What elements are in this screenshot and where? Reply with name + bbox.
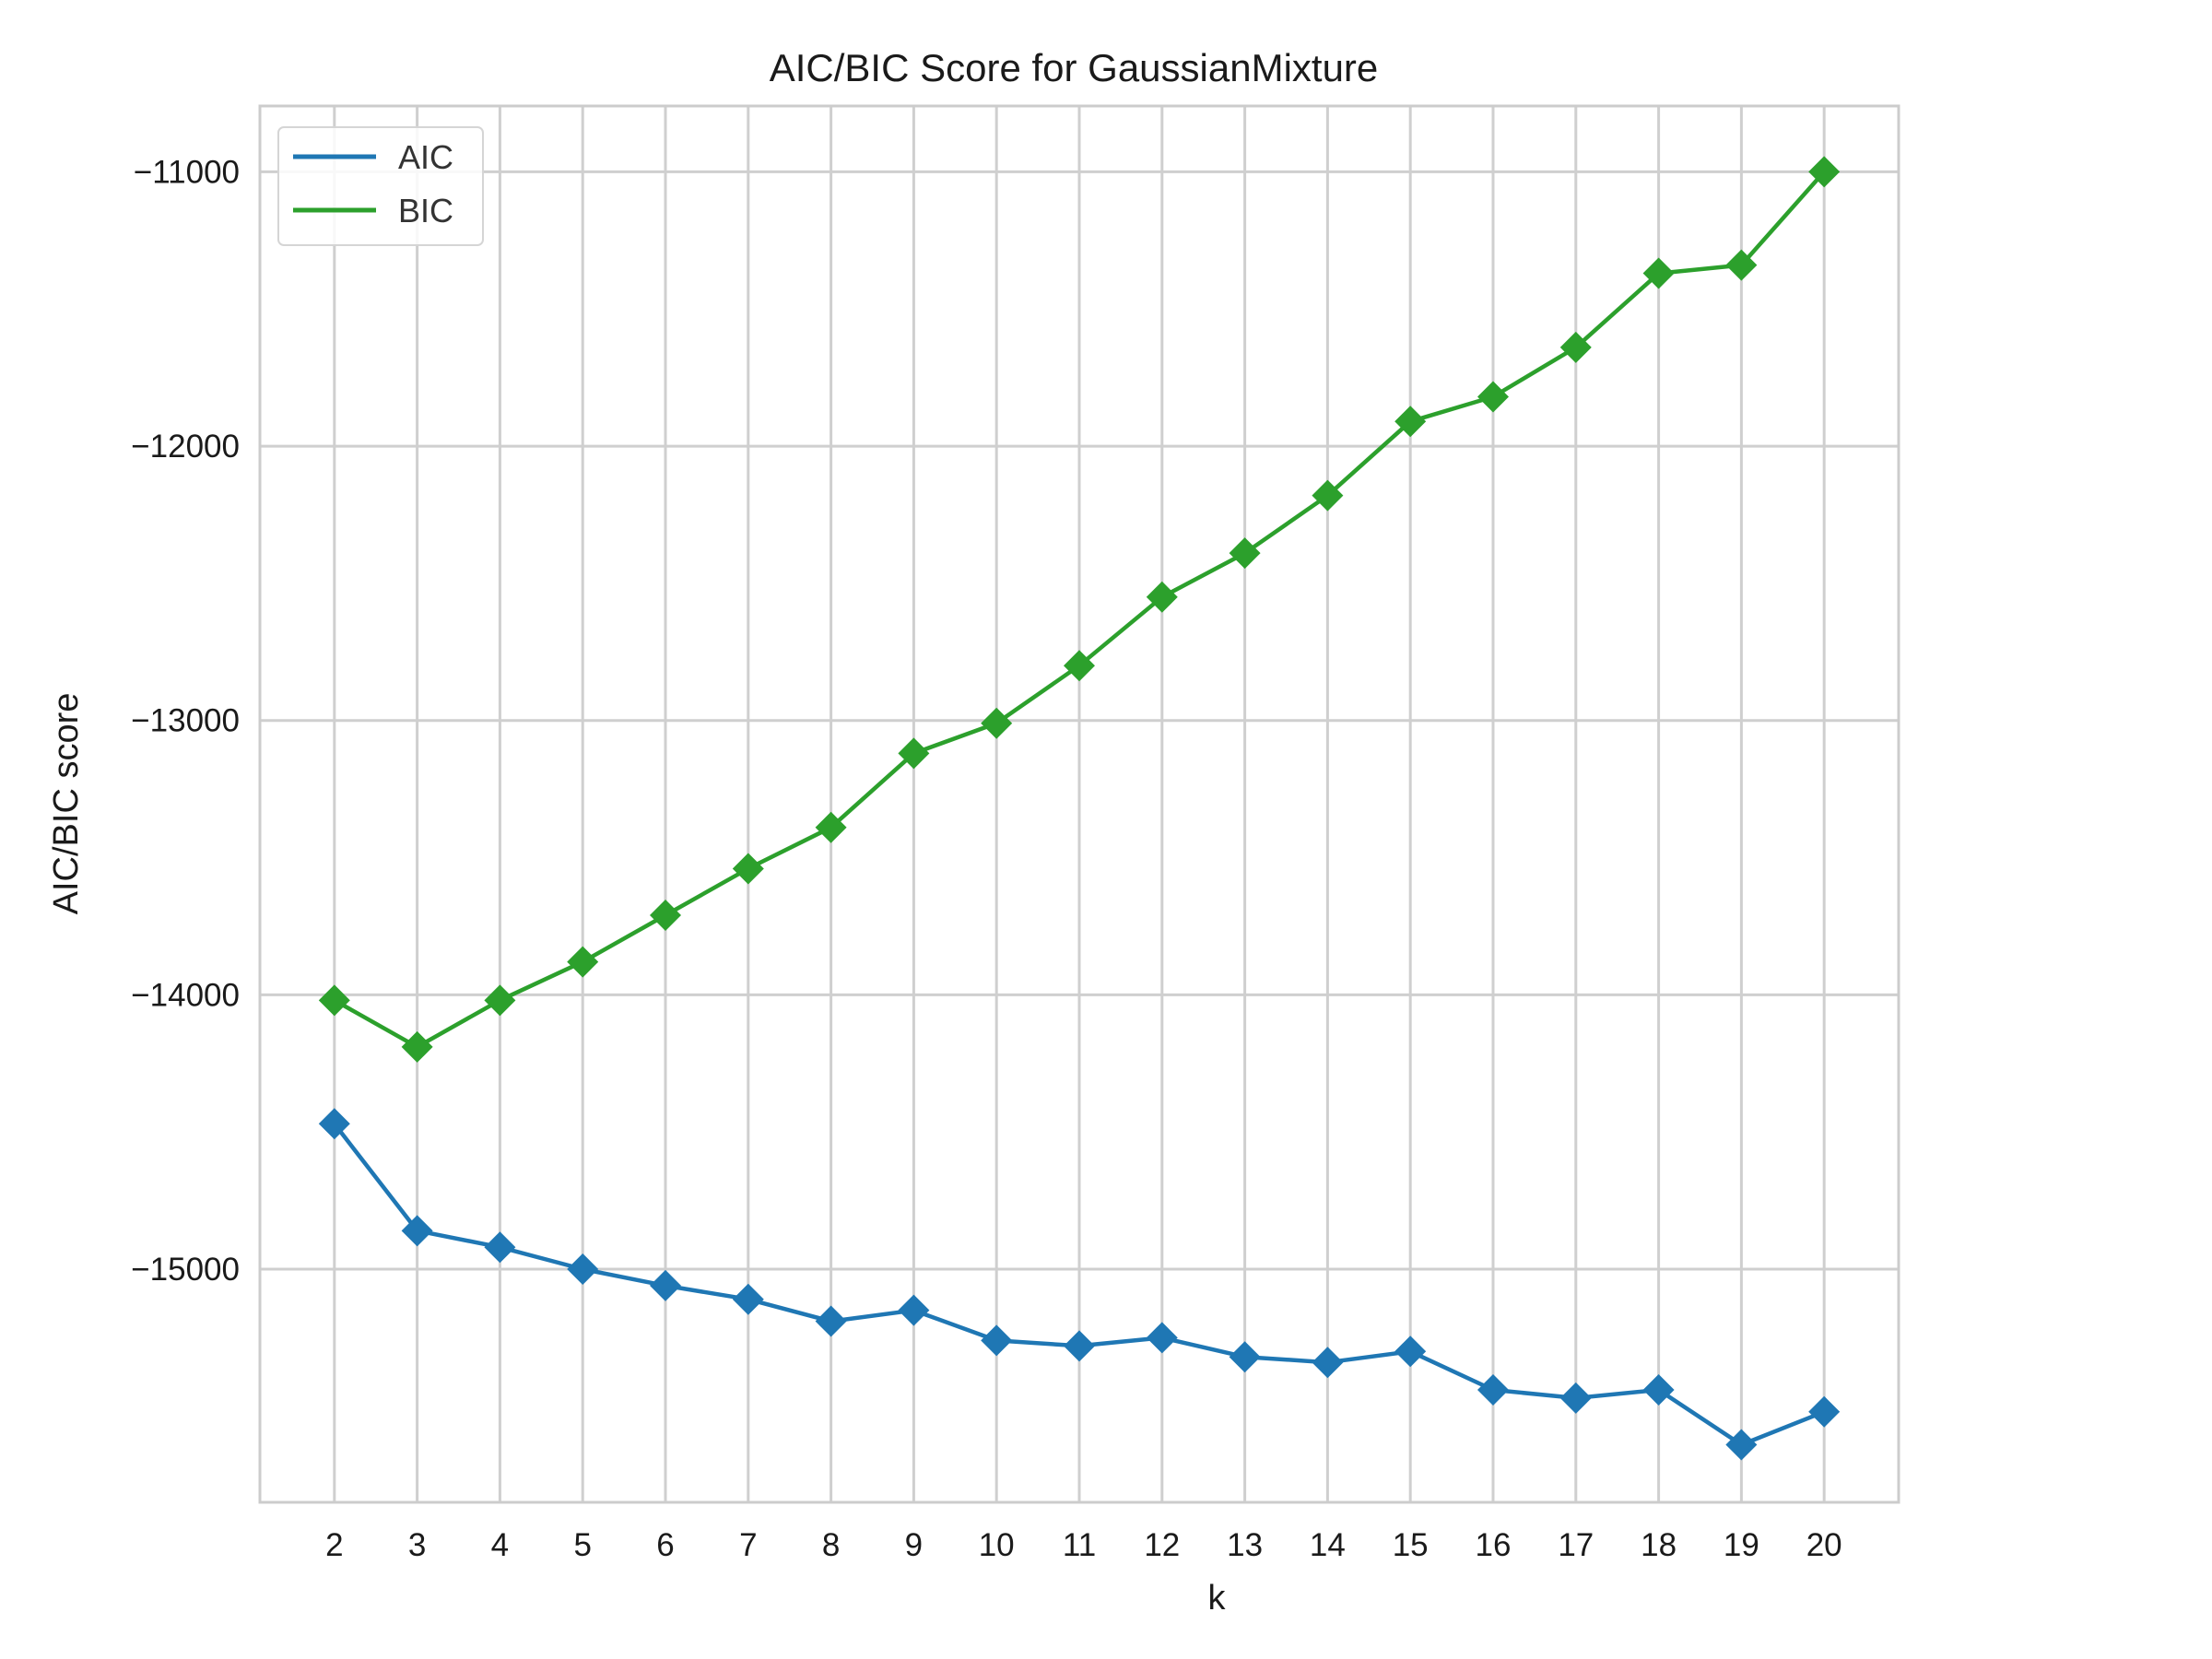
data-point	[1642, 257, 1675, 289]
x-tick-label: 13	[1227, 1527, 1263, 1563]
data-point	[401, 1030, 433, 1063]
x-tick-label: 6	[656, 1527, 674, 1563]
y-tick-label: −14000	[131, 977, 240, 1013]
plot-frame	[258, 104, 1900, 1504]
data-point	[484, 984, 516, 1017]
x-tick-label: 18	[1641, 1527, 1677, 1563]
legend-label: AIC	[398, 138, 453, 176]
x-tick-label: 17	[1558, 1527, 1594, 1563]
x-tick-label: 16	[1476, 1527, 1512, 1563]
data-point	[401, 1215, 433, 1247]
data-point	[732, 1283, 764, 1315]
data-point	[981, 1324, 1013, 1357]
data-point	[1808, 156, 1841, 188]
data-point	[1559, 331, 1592, 363]
data-point	[1146, 581, 1178, 613]
data-point	[1394, 406, 1427, 438]
data-point	[318, 1108, 350, 1140]
data-point	[815, 811, 847, 843]
x-tick-label: 3	[408, 1527, 426, 1563]
y-tick-labels: −11000 −12000 −13000 −14000 −15000	[131, 154, 240, 1288]
data-point	[650, 900, 682, 932]
x-tick-label: 20	[1806, 1527, 1842, 1563]
data-point	[1725, 249, 1758, 281]
data-point	[650, 1269, 682, 1301]
chart-title: AIC/BIC Score for GaussianMixture	[770, 46, 1379, 89]
series-bic	[318, 156, 1841, 1063]
data-point	[1725, 1429, 1758, 1461]
data-point	[1477, 381, 1509, 413]
x-tick-label: 2	[325, 1527, 343, 1563]
data-point	[484, 1231, 516, 1264]
data-point	[1808, 1395, 1841, 1428]
data-point	[1229, 1341, 1261, 1373]
data-point	[1642, 1373, 1675, 1406]
x-tick-label: 14	[1310, 1527, 1346, 1563]
data-point	[318, 984, 350, 1017]
data-point	[732, 853, 764, 885]
x-tick-labels: 2 3 4 5 6 7 8 9 10 11 12 13 14 15 16 17 18 19 20	[325, 1527, 1842, 1563]
series-layer	[318, 156, 1841, 1461]
data-point	[1229, 537, 1261, 570]
x-tick-label: 4	[491, 1527, 509, 1563]
data-point	[815, 1305, 847, 1337]
data-point	[567, 1253, 599, 1286]
y-axis-label: AIC/BIC score	[47, 693, 86, 915]
data-point	[1477, 1373, 1509, 1406]
x-tick-label: 12	[1144, 1527, 1180, 1563]
data-point	[1312, 1347, 1344, 1379]
x-tick-label: 15	[1393, 1527, 1429, 1563]
data-point	[898, 1294, 930, 1326]
x-tick-label: 8	[822, 1527, 840, 1563]
legend-label: BIC	[398, 192, 453, 229]
legend: AIC BIC	[277, 126, 484, 246]
x-tick-label: 9	[905, 1527, 923, 1563]
data-point	[898, 737, 930, 770]
data-point	[1394, 1335, 1427, 1368]
data-point	[567, 946, 599, 978]
x-tick-label: 11	[1063, 1527, 1096, 1563]
data-point	[1312, 479, 1344, 512]
data-point	[1064, 1330, 1095, 1362]
y-tick-label: −12000	[131, 429, 240, 465]
data-point	[1146, 1322, 1178, 1354]
y-tick-label: −11000	[134, 154, 240, 190]
series-aic	[318, 1108, 1841, 1461]
data-point	[981, 707, 1013, 739]
x-tick-label: 5	[573, 1527, 591, 1563]
x-tick-label: 10	[979, 1527, 1015, 1563]
x-tick-label: 19	[1724, 1527, 1759, 1563]
y-tick-label: −15000	[131, 1252, 240, 1288]
data-point	[1559, 1382, 1592, 1414]
x-tick-label: 7	[739, 1527, 757, 1563]
grid-lines	[260, 106, 1899, 1502]
x-axis-label: k	[1208, 1579, 1227, 1618]
data-point	[1064, 650, 1095, 682]
y-tick-label: −13000	[131, 703, 240, 739]
